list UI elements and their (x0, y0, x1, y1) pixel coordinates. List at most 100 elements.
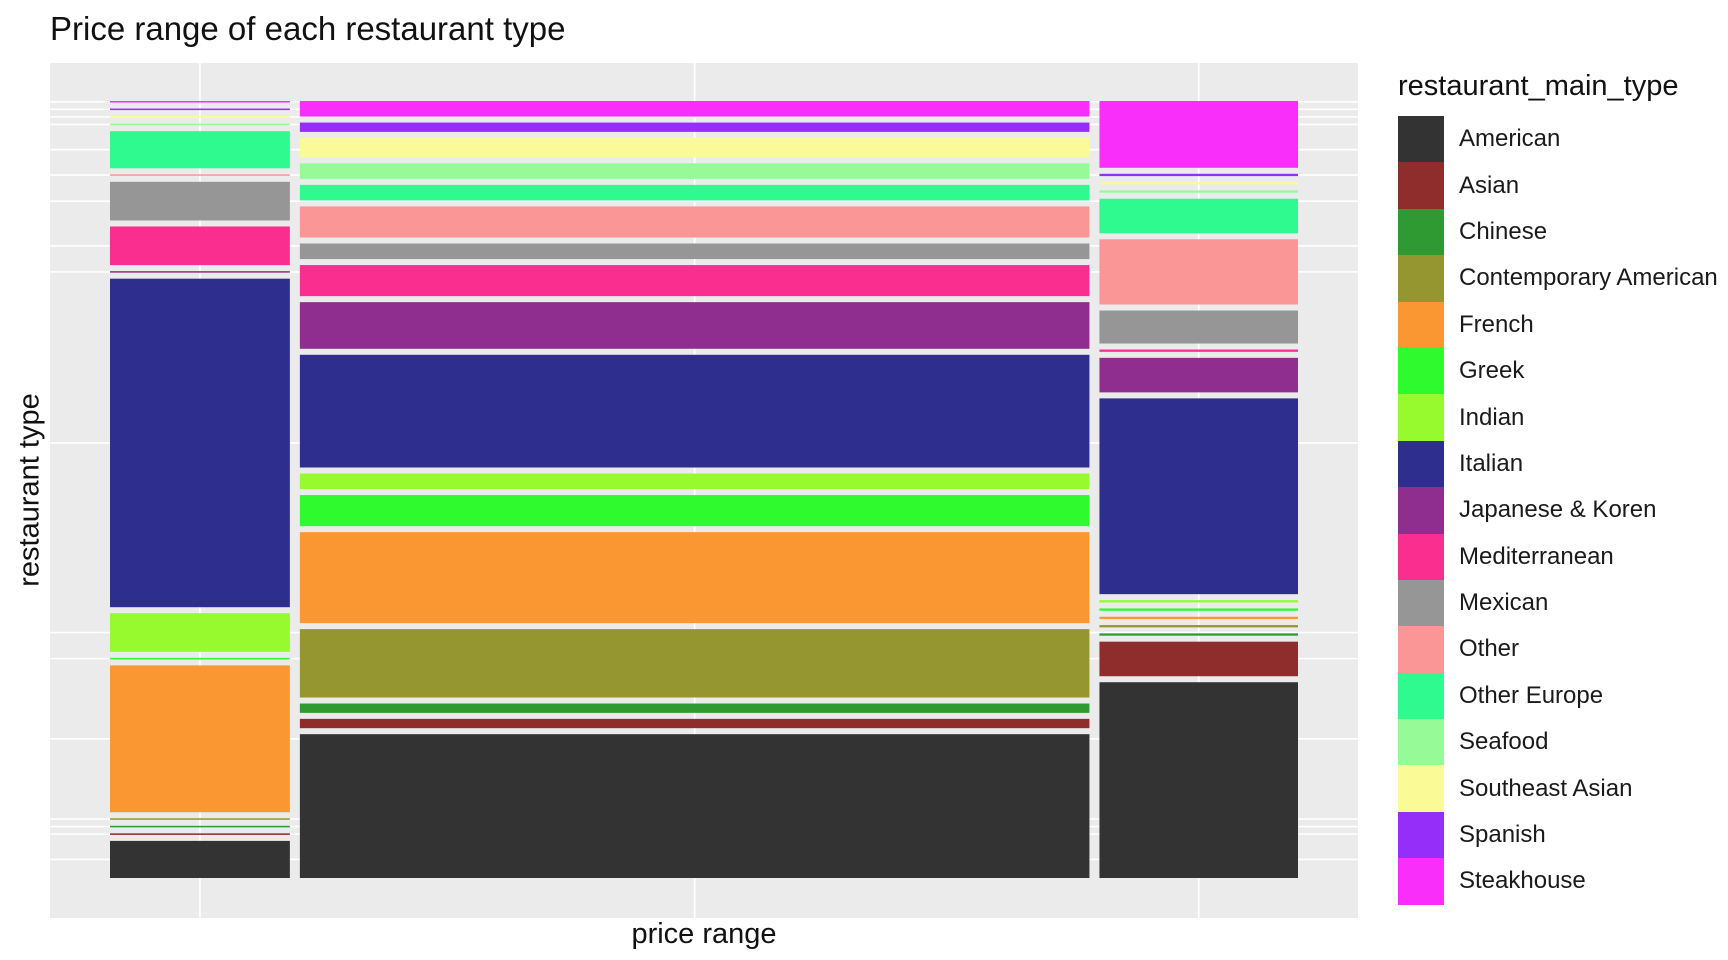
legend-label: Other Europe (1459, 681, 1604, 709)
legend-swatch (1398, 533, 1444, 580)
legend-swatch (1398, 116, 1444, 163)
mosaic-tile (299, 302, 1090, 349)
legend-item: Chinese (1398, 208, 1718, 256)
legend-label: Other (1459, 635, 1520, 663)
legend-label: Asian (1459, 171, 1520, 199)
mosaic-tile (1099, 625, 1298, 628)
legend-item: Contemporary American (1398, 255, 1718, 302)
mosaic-tile (110, 665, 290, 813)
legend-items: American Asian Chinese Contemporary America… (1398, 116, 1718, 905)
legend-title: restaurant_main_type (1398, 70, 1679, 102)
legend-swatch (1398, 765, 1444, 812)
mosaic-tile (299, 495, 1090, 527)
legend: restaurant_main_type American Asian Chines… (1398, 70, 1718, 905)
mosaic-tile (1099, 239, 1298, 305)
mosaic-tile (1099, 608, 1298, 611)
mosaic-tile (1099, 357, 1298, 393)
mosaic-tiles (110, 101, 1298, 878)
mosaic-tile (1099, 349, 1298, 352)
legend-swatch (1398, 811, 1444, 859)
mosaic-tile (299, 137, 1090, 158)
mosaic-tile (1099, 182, 1298, 185)
mosaic-tile (110, 181, 290, 221)
mosaic-tile (110, 174, 290, 176)
legend-label: Greek (1459, 357, 1525, 385)
mosaic-tile (299, 206, 1090, 238)
legend-label: Chinese (1459, 217, 1548, 245)
legend-swatch (1398, 301, 1444, 348)
mosaic-tile (299, 101, 1090, 117)
legend-label: Indian (1459, 403, 1525, 431)
legend-swatch (1398, 162, 1444, 209)
legend-label: French (1459, 310, 1534, 338)
mosaic-tile (110, 657, 290, 660)
legend-swatch (1398, 579, 1444, 627)
legend-item: Japanese & Koren (1398, 487, 1718, 534)
mosaic-tile (110, 101, 290, 103)
mosaic-tile (110, 613, 290, 652)
legend-swatch (1398, 347, 1444, 395)
mosaic-tile (110, 108, 290, 111)
mosaic-tile (299, 718, 1090, 729)
mosaic-tile (299, 243, 1090, 260)
mosaic-tile (299, 532, 1090, 624)
chart-title: Price range of each restaurant type (50, 10, 566, 47)
legend-item: French (1398, 301, 1718, 348)
legend-swatch (1398, 440, 1444, 488)
y-axis-title: restaurant type (13, 393, 46, 587)
legend-label: Spanish (1459, 821, 1546, 849)
legend-swatch (1398, 719, 1444, 766)
mosaic-tile (299, 265, 1090, 297)
mosaic-tile (299, 354, 1090, 468)
legend-label: Italian (1459, 449, 1524, 477)
mosaic-tile (1099, 190, 1298, 193)
mosaic-tile (110, 271, 290, 273)
legend-swatch (1398, 487, 1444, 534)
legend-label: Seafood (1459, 728, 1549, 756)
legend-item: Spanish (1398, 811, 1718, 859)
mosaic-tile (1099, 398, 1298, 595)
legend-item: Mexican (1398, 579, 1718, 627)
legend-label: Mexican (1459, 589, 1549, 617)
legend-label: Steakhouse (1459, 867, 1586, 895)
legend-label: Southeast Asian (1459, 774, 1633, 802)
mosaic-tile (299, 184, 1090, 201)
mosaic-tile (299, 734, 1090, 878)
mosaic-tile (299, 473, 1090, 490)
mosaic-tile (299, 629, 1090, 698)
mosaic-tile (110, 116, 290, 118)
mosaic-tile (110, 840, 290, 878)
legend-item: Indian (1398, 394, 1718, 441)
legend-swatch (1398, 255, 1444, 302)
legend-item: Southeast Asian (1398, 765, 1718, 812)
mosaic-tile (1099, 633, 1298, 636)
mosaic-tile (1099, 682, 1298, 878)
mosaic-tile (1099, 600, 1298, 603)
mosaic-tile (299, 703, 1090, 713)
mosaic-tile (110, 833, 290, 835)
x-axis-title: price range (631, 918, 777, 950)
mosaic-tile (1099, 173, 1298, 177)
mosaic-tile (299, 163, 1090, 179)
mosaic-tile (110, 278, 290, 608)
mosaic-tile (1099, 310, 1298, 344)
mosaic-plot (50, 63, 1358, 918)
legend-swatch (1398, 394, 1444, 441)
mosaic-tile (1099, 101, 1298, 168)
mosaic-tile (299, 122, 1090, 132)
mosaic-tile (110, 226, 290, 266)
mosaic-tile (110, 123, 290, 126)
mosaic-tile (1099, 616, 1298, 620)
plot-panel (50, 63, 1358, 918)
mosaic-tile (1099, 641, 1298, 677)
legend-item: American (1398, 116, 1718, 163)
mosaic-tile (1099, 198, 1298, 234)
legend-item: Asian (1398, 162, 1718, 209)
legend-label: American (1459, 125, 1561, 153)
legend-label: Japanese & Koren (1459, 496, 1657, 524)
legend-item: Other Europe (1398, 672, 1718, 720)
mosaic-tile (110, 818, 290, 820)
legend-item: Greek (1398, 347, 1718, 395)
legend-label: Mediterranean (1459, 542, 1614, 570)
legend-swatch (1398, 626, 1444, 673)
